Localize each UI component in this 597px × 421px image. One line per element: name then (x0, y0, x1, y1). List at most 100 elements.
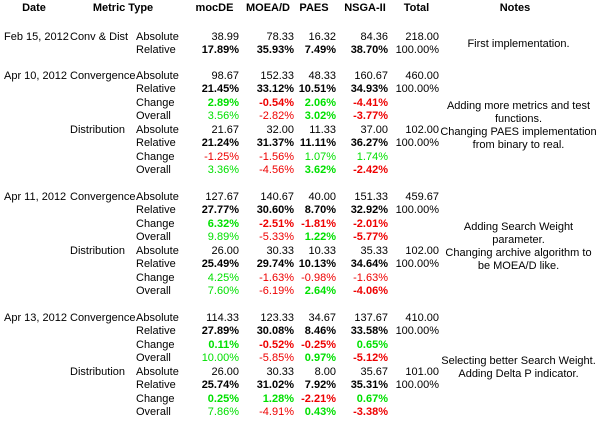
nsga2-value: 32.92% (350, 204, 388, 216)
paes-value: -0.98% (301, 272, 336, 284)
date-cell: Apr 10, 2012 (4, 70, 67, 82)
type-cell: Overall (136, 110, 171, 122)
mocde-value: 25.49% (201, 258, 239, 270)
paes-value: 1.22% (304, 231, 336, 243)
paes-value: 0.43% (304, 406, 336, 418)
total-value: 100.00% (395, 44, 439, 56)
table-row: Relative 17.89% 35.93% 7.49% 38.70% 100.00% (0, 44, 597, 57)
type-cell: Change (136, 272, 175, 284)
moead-value: 30.33 (266, 245, 294, 257)
table-row: Change 0.11% -0.52% -0.25% 0.65% (0, 339, 597, 352)
nsga2-value: 0.67% (356, 393, 388, 405)
moead-value: 31.02% (256, 379, 294, 391)
type-cell: Absolute (136, 124, 179, 136)
table-row: Change 4.25% -1.63% -0.98% -1.63% (0, 272, 597, 285)
table-row: Relative 25.49% 29.74% 10.13% 34.64% 100.00% (0, 258, 597, 271)
header-moead: MOEA/D (246, 2, 290, 14)
type-cell: Absolute (136, 245, 179, 257)
moead-value: 152.33 (260, 70, 294, 82)
note-feb15: First implementation. (440, 38, 597, 51)
moead-value: 30.60% (256, 204, 294, 216)
header-notes: Notes (499, 2, 531, 14)
mocde-value: 26.00 (211, 245, 239, 257)
metric-cell: Distribution (70, 245, 126, 257)
moead-value: -1.56% (259, 151, 294, 163)
table-row: Overall 10.00% -5.85% 0.97% -5.12% (0, 352, 597, 365)
nsga2-value: 35.67 (360, 366, 388, 378)
note-apr11: Adding Search Weight parameter. Changing… (440, 221, 597, 273)
nsga2-value: -2.42% (353, 164, 388, 176)
paes-value: 11.33 (309, 124, 336, 136)
header-metric-type: Metric Type (92, 2, 154, 14)
metric-cell: Convergence (70, 191, 136, 203)
table-row: Apr 10, 2012 Convergence Absolute 98.67 152.… (0, 70, 597, 83)
paes-value: 8.00 (314, 366, 336, 378)
moead-value: 33.12% (256, 83, 294, 95)
moead-value: -4.56% (259, 164, 294, 176)
note-apr10: Adding more metrics and test functions. … (440, 100, 597, 152)
total-value: 100.00% (395, 137, 439, 149)
mocde-value: 10.00% (201, 352, 239, 364)
type-cell: Change (136, 151, 175, 163)
note-text: Adding Search Weight parameter. (463, 221, 574, 246)
nsga2-value: 36.27% (350, 137, 388, 149)
metric-cell: Conv & Dist (70, 31, 129, 43)
table-row: Relative 25.74% 31.02% 7.92% 35.31% 100.00% (0, 379, 597, 392)
mocde-value: 0.11% (208, 339, 239, 351)
moead-value: 78.33 (266, 31, 294, 43)
table-row: Relative 21.45% 33.12% 10.51% 34.93% 100.00% (0, 83, 597, 96)
mocde-value: 21.24% (201, 137, 239, 149)
paes-value: 7.49% (304, 44, 336, 56)
nsga2-value: -4.06% (353, 285, 388, 297)
note-text: Adding more metrics and test functions. (446, 100, 591, 125)
mocde-value: 4.25% (207, 272, 239, 284)
total-value: 410.00 (405, 312, 439, 324)
mocde-value: 127.67 (205, 191, 239, 203)
paes-value: -2.21% (301, 393, 336, 405)
nsga2-value: -4.41% (353, 97, 388, 109)
note-apr13: Selecting better Search Weight. Adding D… (440, 355, 597, 381)
type-cell: Relative (136, 325, 176, 337)
nsga2-value: 137.67 (354, 312, 388, 324)
paes-value: 11.11% (299, 137, 336, 149)
moead-value: -5.85% (259, 352, 294, 364)
mocde-value: 27.89% (201, 325, 239, 337)
paes-value: -1.81% (301, 218, 336, 230)
mocde-value: 2.89% (207, 97, 239, 109)
table-row: Apr 11, 2012 Convergence Absolute 127.67 140… (0, 191, 597, 204)
moead-value: 30.33 (266, 366, 294, 378)
nsga2-value: -5.12% (353, 352, 388, 364)
date-cell: Feb 15, 2012 (4, 31, 69, 43)
type-cell: Overall (136, 285, 171, 297)
metric-cell: Convergence (70, 312, 136, 324)
type-cell: Change (136, 97, 175, 109)
moead-value: 31.37% (256, 137, 294, 149)
type-cell: Absolute (136, 31, 179, 43)
paes-value: 10.51% (298, 83, 336, 95)
nsga2-value: 84.36 (360, 31, 388, 43)
nsga2-value: 151.33 (354, 191, 388, 203)
paes-value: 40.00 (308, 191, 336, 203)
type-cell: Relative (136, 83, 176, 95)
total-value: 100.00% (395, 204, 439, 216)
nsga2-value: -3.77% (353, 110, 388, 122)
moead-value: -1.63% (259, 272, 294, 284)
note-text: Selecting better Search Weight. (441, 355, 596, 367)
table-row: Relative 27.77% 30.60% 8.70% 32.92% 100.00% (0, 204, 597, 217)
header-nsga2: NSGA-II (344, 2, 386, 14)
header-mocde: mocDE (195, 2, 234, 14)
table-row: Relative 21.24% 31.37% 11.11% 36.27% 100.00% (0, 137, 597, 150)
total-value: 218.00 (405, 31, 439, 43)
total-value: 460.00 (405, 70, 439, 82)
type-cell: Relative (136, 379, 176, 391)
nsga2-value: -5.77% (353, 231, 388, 243)
metric-cell: Convergence (70, 70, 136, 82)
mocde-value: 3.36% (207, 164, 239, 176)
note-text: First implementation. (467, 38, 570, 50)
moead-value: 32.00 (266, 124, 294, 136)
moead-value: -2.82% (259, 110, 294, 122)
paes-value: 3.02% (304, 110, 336, 122)
header-row: Date Metric Type mocDE MOEA/D PAES NSGA-… (0, 2, 597, 15)
header-paes: PAES (299, 2, 329, 14)
metric-cell: Distribution (70, 366, 126, 378)
